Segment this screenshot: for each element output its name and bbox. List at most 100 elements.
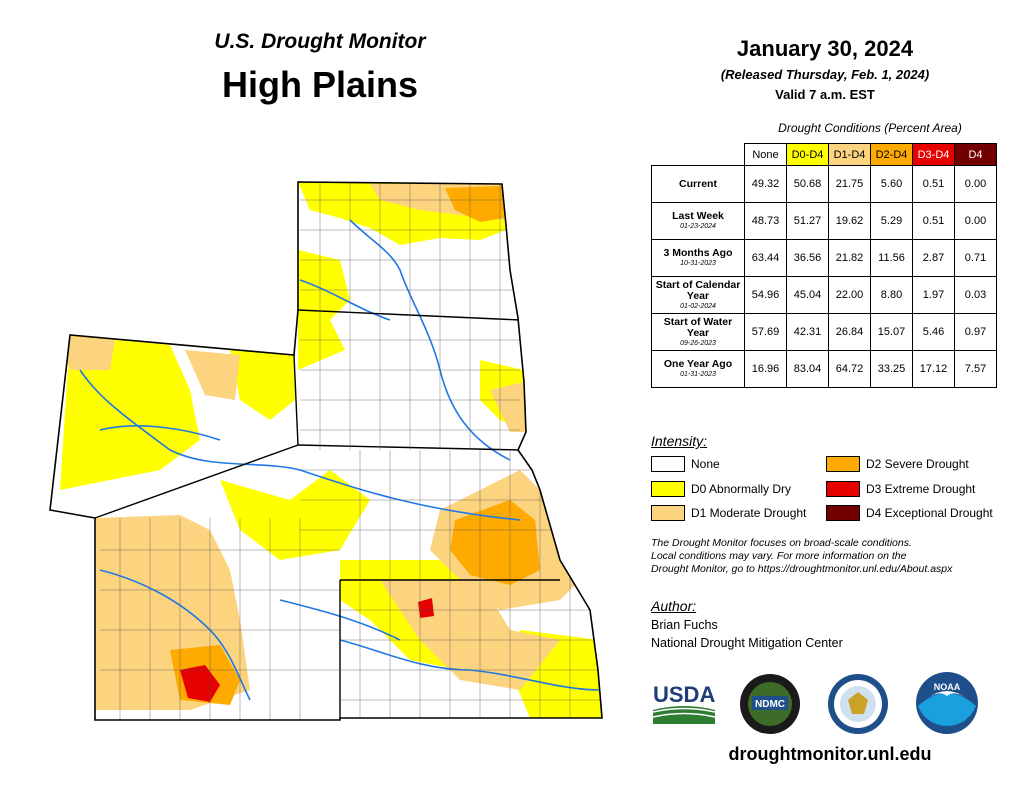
table-cell: 0.51 — [912, 165, 955, 203]
col-header: D1-D4 — [828, 143, 871, 166]
table-cell: 19.62 — [828, 202, 871, 240]
noaa-logo: NOAA — [916, 672, 978, 734]
legend-label: None — [691, 457, 720, 471]
legend-swatch — [651, 456, 685, 472]
table-cell: 45.04 — [786, 276, 829, 314]
table-cell: 0.71 — [954, 239, 997, 277]
table-cell: 21.82 — [828, 239, 871, 277]
table-row: Current 49.32 50.68 21.75 5.60 0.51 0.00 — [651, 165, 997, 203]
table-cell: 5.60 — [870, 165, 913, 203]
table-row: Start of Calendar Year 01-02-2024 54.96 45.… — [651, 276, 997, 314]
row-label-text: Last Week — [672, 210, 724, 222]
table-cell: 22.00 — [828, 276, 871, 314]
county-grid — [100, 182, 600, 720]
table-cell: 83.04 — [786, 350, 829, 388]
legend-item: D3 Extreme Drought — [826, 481, 975, 497]
table-cell: 57.69 — [744, 313, 787, 351]
row-label: Start of Calendar Year 01-02-2024 — [651, 276, 745, 314]
legend-swatch — [826, 456, 860, 472]
noaa-logo-text: NOAA — [934, 682, 961, 692]
legend-item: D2 Severe Drought — [826, 456, 969, 472]
row-label: One Year Ago 01-31-2023 — [651, 350, 745, 388]
website-url[interactable]: droughtmonitor.unl.edu — [728, 744, 932, 764]
legend-swatch — [826, 481, 860, 497]
table-cell: 15.07 — [870, 313, 913, 351]
table-cell: 7.57 — [954, 350, 997, 388]
legend-label: D4 Exceptional Drought — [866, 506, 993, 520]
table-caption: Drought Conditions (Percent Area) — [778, 121, 962, 135]
table-cell: 1.97 — [912, 276, 955, 314]
table-cell: 0.00 — [954, 202, 997, 240]
row-label: Last Week 01-23-2024 — [651, 202, 745, 240]
table-cell: 0.97 — [954, 313, 997, 351]
table-cell: 33.25 — [870, 350, 913, 388]
valid-time: Valid 7 a.m. EST — [775, 87, 875, 102]
table-row: 3 Months Ago 10-31-2023 63.44 36.56 21.82 11.… — [651, 239, 997, 277]
table-cell: 51.27 — [786, 202, 829, 240]
row-date: 09-26-2023 — [680, 339, 716, 347]
legend-label: D1 Moderate Drought — [691, 506, 807, 520]
release-date: (Released Thursday, Feb. 1, 2024) — [720, 67, 930, 82]
row-date: 01-31-2023 — [680, 371, 716, 378]
legend-swatch — [651, 481, 685, 497]
table-cell: 54.96 — [744, 276, 787, 314]
legend-item: D0 Abnormally Dry — [651, 481, 791, 497]
table-cell: 5.46 — [912, 313, 955, 351]
legend-item: D4 Exceptional Drought — [826, 505, 993, 521]
row-label: Start of Water Year 09-26-2023 — [651, 313, 745, 351]
note-line: The Drought Monitor focuses on broad-sca… — [651, 537, 912, 549]
ndmc-logo: NDMC — [740, 674, 800, 734]
row-date: 01-02-2024 — [680, 302, 716, 310]
drought-map — [49, 181, 603, 721]
table-cell: 0.51 — [912, 202, 955, 240]
author-name: Brian Fuchs — [651, 618, 718, 632]
table-cell: 21.75 — [828, 165, 871, 203]
row-label: Current — [651, 165, 745, 203]
legend-swatch — [826, 505, 860, 521]
table-cell: 2.87 — [912, 239, 955, 277]
row-label-text: Start of Calendar Year — [655, 278, 741, 302]
table-cell: 17.12 — [912, 350, 955, 388]
table-cell: 11.56 — [870, 239, 913, 277]
drought-stats-table: None D0-D4 D1-D4 D2-D4 D3-D4 D4 Current 4… — [651, 143, 997, 388]
row-label-text: One Year Ago — [663, 358, 733, 370]
table-row: Last Week 01-23-2024 48.73 51.27 19.62 5.29 0.… — [651, 202, 997, 240]
row-label-text: 3 Months Ago — [663, 247, 733, 259]
table-cell: 5.29 — [870, 202, 913, 240]
row-date: 10-31-2023 — [680, 260, 716, 267]
table-cell: 36.56 — [786, 239, 829, 277]
col-header: D2-D4 — [870, 143, 913, 166]
legend-label: D0 Abnormally Dry — [691, 482, 792, 496]
doc-seal-logo — [828, 674, 888, 734]
row-label-text: Current — [679, 177, 717, 190]
legend-item: None — [651, 456, 720, 472]
table-cell: 16.96 — [744, 350, 787, 388]
table-row: Start of Water Year 09-26-2023 57.69 42.31 2… — [651, 313, 997, 351]
col-header: D3-D4 — [912, 143, 955, 166]
table-cell: 8.80 — [870, 276, 913, 314]
map-subtitle: U.S. Drought Monitor — [214, 30, 426, 53]
col-header: D4 — [954, 143, 997, 166]
row-label: 3 Months Ago 10-31-2023 — [651, 239, 745, 277]
row-date: 01-23-2024 — [680, 223, 716, 230]
row-label-text: Start of Water Year — [663, 315, 733, 339]
region-outline — [49, 181, 603, 721]
note-line: Drought Monitor, go to https://droughtmo… — [651, 563, 953, 575]
usda-logo: USDA — [652, 682, 715, 724]
usda-logo-text: USDA — [653, 682, 715, 707]
legend-swatch — [651, 505, 685, 521]
map-date: January 30, 2024 — [736, 36, 914, 61]
table-cell: 64.72 — [828, 350, 871, 388]
table-cell: 50.68 — [786, 165, 829, 203]
legend-label: D2 Severe Drought — [866, 457, 969, 471]
legend-label: D3 Extreme Drought — [866, 482, 976, 496]
table-cell: 63.44 — [744, 239, 787, 277]
col-header: D0-D4 — [786, 143, 829, 166]
table-cell: 0.00 — [954, 165, 997, 203]
table-cell: 26.84 — [828, 313, 871, 351]
table-cell: 48.73 — [744, 202, 787, 240]
note-line: Local conditions may vary. For more info… — [651, 550, 907, 562]
state-borders — [94, 309, 560, 718]
legend-item: D1 Moderate Drought — [651, 505, 806, 521]
author-org: National Drought Mitigation Center — [651, 636, 843, 650]
